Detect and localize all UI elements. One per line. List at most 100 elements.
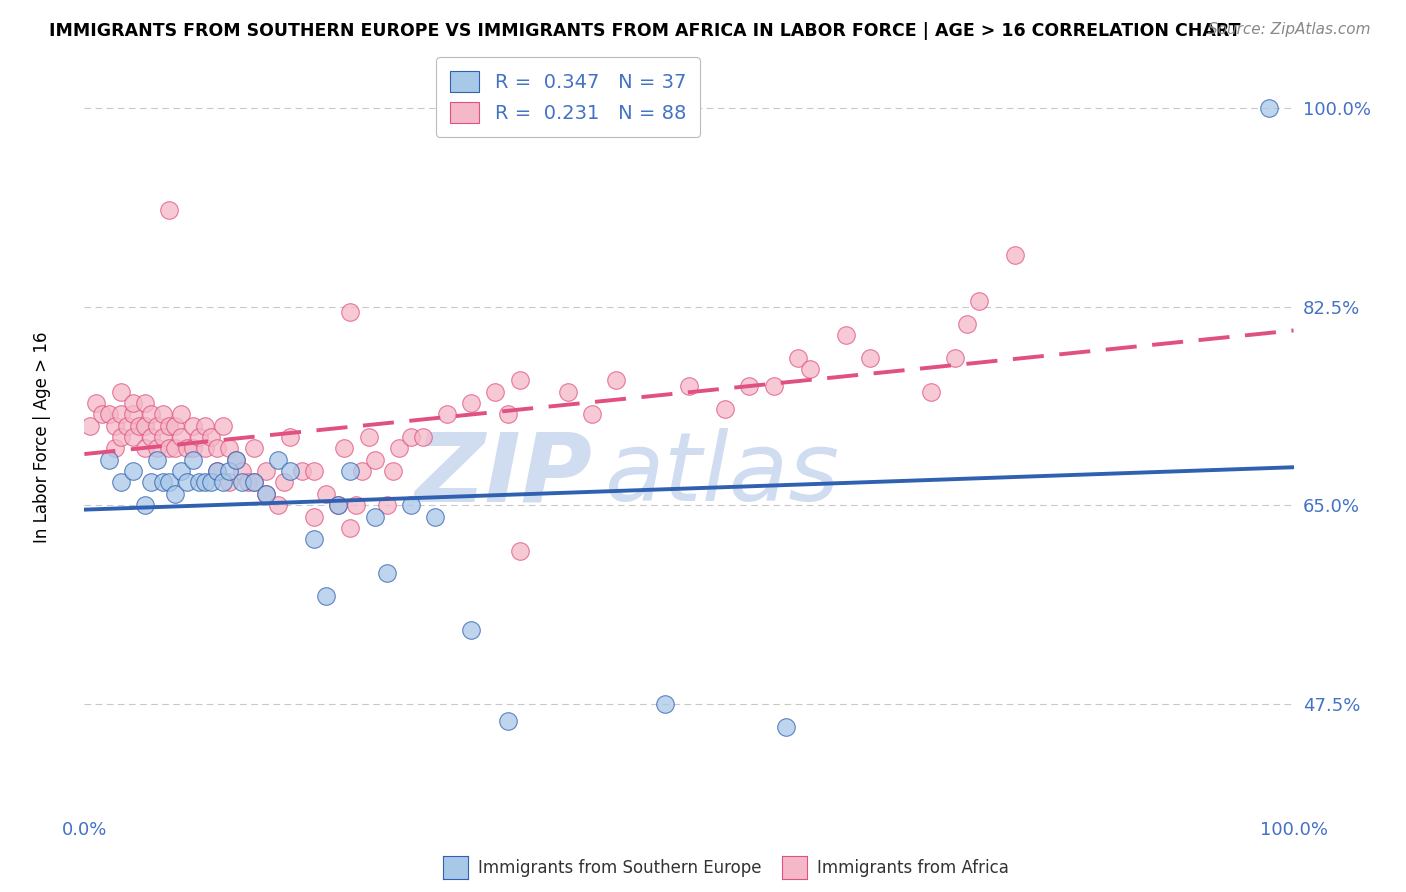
Point [86,396,108,410]
Point [339,305,361,319]
Point [346,498,368,512]
Point [121,430,143,444]
Point [157,442,180,456]
Point [920,384,942,399]
Point [165,442,187,456]
Point [157,202,180,217]
Point [967,293,990,308]
Point [128,418,150,433]
Point [110,475,132,490]
Point [157,475,180,490]
Point [375,566,398,581]
Point [775,720,797,734]
Point [267,452,290,467]
Point [152,475,174,490]
Point [110,430,132,444]
Text: Immigrants from Southern Europe: Immigrants from Southern Europe [478,859,762,877]
Point [97,408,120,422]
Point [110,408,132,422]
Text: Source: ZipAtlas.com: Source: ZipAtlas.com [1208,22,1371,37]
Point [225,452,247,467]
Point [1004,248,1026,262]
Point [91,408,114,422]
Point [352,464,374,478]
Point [1258,101,1281,115]
Point [460,396,482,410]
Point [291,464,314,478]
Point [207,464,229,478]
Point [357,430,380,444]
Point [157,418,180,433]
Point [943,351,966,365]
Legend: R =  0.347   N = 37, R =  0.231   N = 88: R = 0.347 N = 37, R = 0.231 N = 88 [436,57,700,136]
Point [509,373,531,387]
Point [79,418,101,433]
Point [218,475,240,490]
Point [188,430,211,444]
Point [139,408,162,422]
Point [194,442,217,456]
Point [207,442,229,456]
Point [121,464,143,478]
Point [139,475,162,490]
Point [152,430,174,444]
Point [654,697,676,711]
Point [581,408,603,422]
Point [328,498,350,512]
Point [315,589,337,603]
Point [375,498,398,512]
Point [165,487,187,501]
Point [363,509,385,524]
Point [181,442,204,456]
Point [328,498,350,512]
Point [496,408,519,422]
Point [134,498,156,512]
Point [218,442,240,456]
Point [363,452,385,467]
Point [176,475,198,490]
Text: In Labor Force | Age > 16: In Labor Force | Age > 16 [32,331,51,543]
Point [170,430,193,444]
Point [381,464,404,478]
Point [104,442,127,456]
Point [557,384,579,399]
Point [225,452,247,467]
Point [835,327,858,342]
Point [714,401,737,416]
Point [231,475,253,490]
Point [97,452,120,467]
Point [302,509,325,524]
Point [242,475,264,490]
Point [236,475,259,490]
Text: ZIP: ZIP [415,428,592,521]
Point [605,373,627,387]
Point [181,452,204,467]
Point [115,418,138,433]
Point [134,442,156,456]
Point [786,351,808,365]
Point [146,442,169,456]
Point [388,442,411,456]
Point [267,498,290,512]
Point [762,379,785,393]
Text: atlas: atlas [605,428,839,521]
Point [176,442,198,456]
Point [231,464,253,478]
Point [273,475,295,490]
Point [194,475,217,490]
Point [339,464,361,478]
Point [278,430,301,444]
Point [152,408,174,422]
Point [165,418,187,433]
Point [423,509,446,524]
Point [207,464,229,478]
Point [678,379,700,393]
Point [200,475,222,490]
Point [200,430,222,444]
Point [212,418,235,433]
Point [460,623,482,637]
Point [509,543,531,558]
Point [315,487,337,501]
Point [170,408,193,422]
Point [181,418,204,433]
